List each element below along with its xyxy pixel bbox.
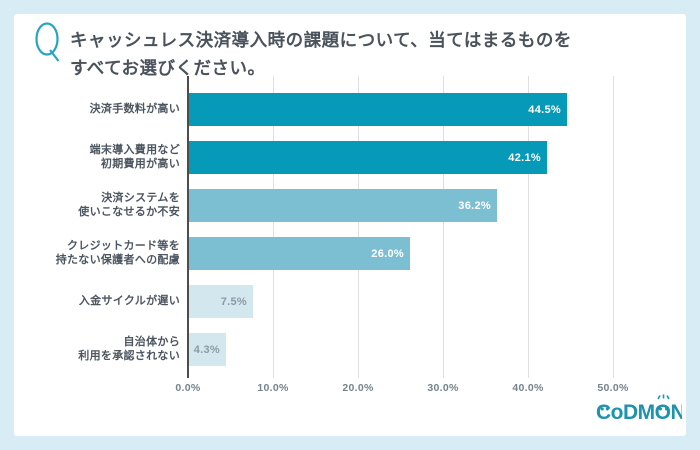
x-axis-tick-label: 10.0% (257, 382, 289, 394)
bar: 4.3% (189, 333, 226, 366)
question-mark-icon (34, 21, 64, 68)
bar-value-label: 26.0% (371, 247, 404, 260)
bar-category-label: クレジットカード等を 持たない保護者への配慮 (55, 240, 180, 266)
bar: 36.2% (189, 189, 497, 222)
plot-area: 0.0% 10.0% 20.0% 30.0% 40.0% 50.0% 決済手数料が高い 44.… (14, 14, 686, 436)
x-axis-tick-label: 50.0% (597, 382, 629, 394)
question-text: キャッシュレス決済導入時の課題について、当てはまるものを すべてお選びください。 (70, 26, 660, 82)
bar: 26.0% (189, 237, 410, 270)
bar-category-label: 決済システムを 使いこなせるか不安 (78, 192, 180, 218)
chart-card: キャッシュレス決済導入時の課題について、当てはまるものを すべてお選びください。… (14, 14, 686, 436)
gridline (273, 76, 274, 378)
bar-category-label: 入金サイクルが遅い (78, 294, 180, 307)
question-line-1: キャッシュレス決済導入時の課題について、当てはまるものを (70, 30, 572, 50)
gridline (358, 76, 359, 378)
gridline (613, 76, 614, 378)
bar: 44.5% (189, 93, 567, 126)
x-axis-tick-label: 20.0% (342, 382, 374, 394)
bar-category-label: 決済手数料が高い (89, 102, 180, 115)
bar-value-label: 44.5% (528, 103, 561, 116)
bar: 42.1% (189, 141, 547, 174)
codmon-logo-text: CoDMON (596, 401, 682, 424)
gridline (528, 76, 529, 378)
bar-value-label: 7.5% (220, 295, 247, 308)
codmon-logo: CoDMON (596, 392, 686, 431)
question-line-2: すべてお選びください。 (70, 58, 266, 78)
bar-category-label: 端末導入費用など 初期費用が高い (89, 144, 180, 170)
bar-category-label: 自治体から 利用を承認されない (78, 336, 180, 362)
x-axis-tick-label: 0.0% (175, 382, 201, 394)
gridline (443, 76, 444, 378)
bar-value-label: 42.1% (508, 151, 541, 164)
y-axis-line (187, 76, 189, 378)
bar-value-label: 4.3% (193, 343, 220, 356)
x-axis-tick-label: 40.0% (512, 382, 544, 394)
x-axis-tick-label: 30.0% (427, 382, 459, 394)
bar: 7.5% (189, 285, 253, 318)
bar-value-label: 36.2% (458, 199, 491, 212)
